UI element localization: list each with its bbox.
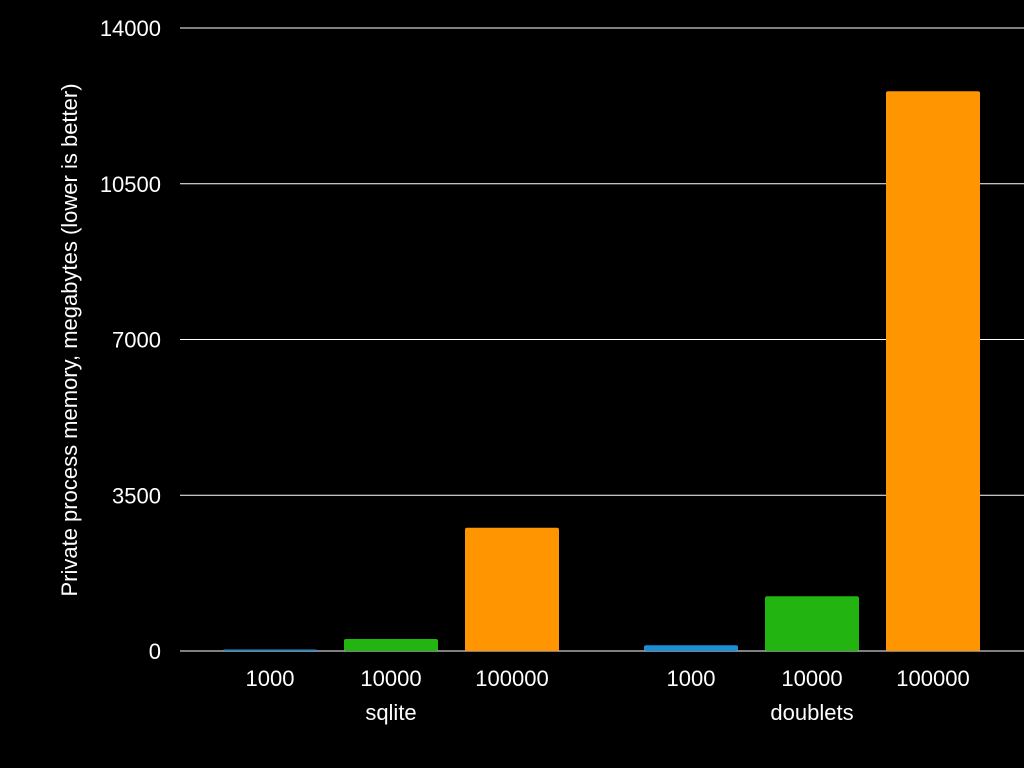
x-labels: 1000 10000 100000 sqlite 1000 10000 100000 doub… xyxy=(246,666,970,725)
y-axis-title: Private process memory, megabytes (lower… xyxy=(57,83,82,596)
grid-layer xyxy=(180,27,1024,652)
x-tick-label: 1000 xyxy=(667,666,716,691)
group-label-doublets: doublets xyxy=(770,700,853,725)
x-tick-label: 10000 xyxy=(360,666,421,691)
y-tick-label: 10500 xyxy=(100,172,161,197)
y-tick-label: 0 xyxy=(149,639,161,664)
x-tick-label: 100000 xyxy=(896,666,969,691)
bars xyxy=(223,91,980,651)
bar-sqlite-10000 xyxy=(344,638,438,651)
group-label-sqlite: sqlite xyxy=(365,700,416,725)
bar-doublets-1000 xyxy=(644,645,738,651)
bar-sqlite-1000 xyxy=(223,649,317,651)
y-tick-label: 3500 xyxy=(112,483,161,508)
x-tick-label: 100000 xyxy=(475,666,548,691)
y-tick-label: 14000 xyxy=(100,16,161,41)
x-tick-label: 1000 xyxy=(246,666,295,691)
bar-doublets-100000 xyxy=(886,91,980,651)
bar-sqlite-100000 xyxy=(465,527,559,651)
bar-doublets-10000 xyxy=(765,596,859,651)
y-tick-labels: 0 3500 7000 10500 14000 xyxy=(100,16,161,664)
y-tick-label: 7000 xyxy=(112,328,161,353)
x-tick-label: 10000 xyxy=(781,666,842,691)
